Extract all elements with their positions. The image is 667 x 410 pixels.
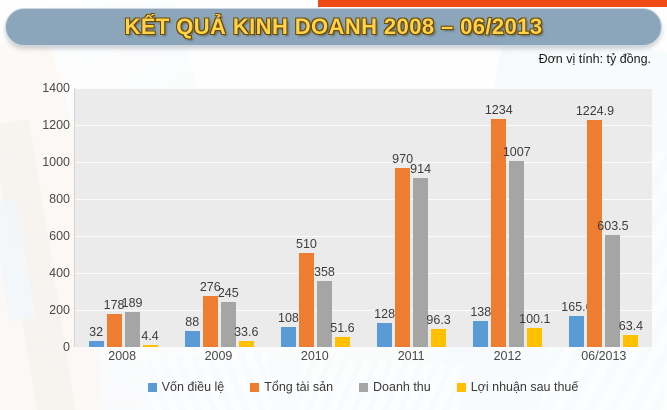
x-axis: 2008 2009 2010 2011 2012 06/2013 [74, 349, 652, 369]
bar-group: 32 178 189 4.4 [75, 88, 171, 347]
bar-value-label: 276 [199, 279, 221, 294]
bar-group: 128 970 914 96.3 [364, 88, 460, 347]
bar[interactable]: 128 [374, 307, 395, 347]
gridline [75, 310, 652, 311]
bar-chart: 0 200 400 600 800 1000 1200 1400 32 178 189 4.4 88 2… [0, 70, 667, 410]
bar[interactable]: 914 [410, 162, 431, 347]
bar-value-label: 1007 [502, 144, 531, 159]
bar-value-label: 4.4 [141, 329, 159, 343]
y-axis-tick: 1400 [42, 81, 70, 95]
bar-value-label: 138 [470, 305, 492, 320]
bar[interactable]: 1007 [503, 145, 531, 347]
bar-value-label: 33.6 [234, 324, 259, 339]
bar[interactable]: 178 [104, 298, 125, 347]
bar-group: 108 510 358 51.6 [267, 88, 363, 347]
bar-value-label: 108 [277, 311, 299, 326]
x-axis-label: 2011 [397, 349, 425, 363]
legend-item[interactable]: Lợi nhuận sau thuế [456, 380, 579, 394]
bar[interactable]: 51.6 [330, 321, 355, 347]
legend-item[interactable]: Tổng tài sản [250, 380, 333, 394]
bar[interactable]: 970 [392, 152, 413, 347]
bar-value-label: 165.6 [561, 300, 593, 315]
bar-group: 88 276 245 33.6 [171, 88, 267, 347]
y-axis-tick: 1200 [42, 118, 70, 132]
gridline [75, 236, 652, 237]
bar-value-label: 96.3 [426, 313, 451, 328]
chart-legend: Vốn điều lệ Tổng tài sản Doanh thu Lợi nhuậ… [74, 375, 652, 399]
y-axis-tick: 200 [49, 303, 70, 317]
x-axis-label: 06/2013 [581, 349, 627, 363]
unit-note: Đơn vị tính: tỷ đồng. [538, 52, 651, 66]
bar[interactable]: 32 [88, 325, 104, 347]
bar-value-label: 603.5 [597, 219, 629, 234]
bar[interactable]: 1234 [485, 103, 513, 347]
x-axis-label: 2010 [300, 349, 329, 363]
bar[interactable]: 96.3 [426, 313, 451, 347]
title-banner: KẾT QUẢ KINH DOANH 2008 – 06/2013 [5, 8, 662, 46]
bar-value-label: 178 [103, 298, 125, 313]
bar[interactable]: 63.4 [619, 319, 643, 347]
legend-swatch-icon [250, 382, 260, 392]
gridline [75, 347, 652, 348]
legend-item[interactable]: Vốn điều lệ [147, 380, 225, 394]
bar[interactable]: 510 [296, 237, 317, 347]
legend-swatch-icon [456, 382, 466, 392]
legend-swatch-icon [359, 382, 369, 392]
y-axis-tick: 800 [49, 192, 70, 206]
bar[interactable]: 358 [314, 265, 335, 347]
y-axis-tick: 0 [63, 340, 70, 354]
bar[interactable]: 108 [278, 311, 299, 347]
x-axis-label: 2009 [204, 349, 233, 363]
bar[interactable]: 165.6 [561, 300, 593, 347]
gridline [75, 88, 652, 89]
plot-area: 32 178 189 4.4 88 276 245 33.6 108 510 358 51.6 128 9… [74, 88, 652, 348]
bar-value-label: 245 [217, 285, 239, 300]
bar[interactable]: 276 [200, 280, 221, 347]
bar[interactable]: 189 [122, 296, 143, 347]
bar-value-label: 63.4 [618, 319, 644, 334]
gridline [75, 273, 652, 274]
x-axis-label: 2012 [493, 349, 522, 363]
y-axis-tick: 400 [49, 266, 70, 280]
gridline [75, 199, 652, 200]
bar-groups: 32 178 189 4.4 88 276 245 33.6 108 510 358 51.6 128 9… [75, 88, 652, 347]
bar-group: 138 1234 1007 100.1 [460, 88, 556, 347]
top-accent-bar [318, 0, 667, 7]
legend-label: Tổng tài sản [264, 380, 334, 394]
page-title: KẾT QUẢ KINH DOANH 2008 – 06/2013 [124, 14, 543, 39]
y-axis-tick: 600 [49, 229, 70, 243]
bar-value-label: 189 [121, 296, 143, 311]
bar[interactable]: 603.5 [597, 219, 629, 347]
bar[interactable]: 88 [184, 315, 200, 347]
bar[interactable]: 33.6 [234, 325, 258, 347]
y-axis-tick: 1000 [42, 155, 70, 169]
legend-swatch-icon [147, 382, 157, 392]
x-axis-label: 2008 [108, 349, 137, 363]
gridline [75, 162, 652, 163]
bar-value-label: 100.1 [519, 312, 551, 327]
bar-value-label: 51.6 [330, 321, 355, 336]
bar-value-label: 128 [374, 307, 396, 322]
legend-label: Lợi nhuận sau thuế [470, 380, 579, 394]
bar[interactable]: 138 [470, 305, 491, 347]
bar-value-label: 914 [410, 161, 432, 176]
bar-value-label: 970 [392, 151, 414, 166]
legend-label: Vốn điều lệ [161, 380, 225, 394]
legend-label: Doanh thu [373, 380, 431, 394]
gridline [75, 125, 652, 126]
bar[interactable]: 4.4 [141, 329, 159, 347]
y-axis: 0 200 400 600 800 1000 1200 1400 [14, 81, 70, 354]
legend-item[interactable]: Doanh thu [359, 380, 431, 394]
bar[interactable]: 245 [218, 286, 239, 347]
bar-value-label: 32 [89, 325, 104, 340]
bar-value-label: 358 [313, 264, 335, 279]
bar-value-label: 510 [295, 236, 317, 251]
bar[interactable]: 1224.9 [576, 104, 614, 347]
bar-group: 165.6 1224.9 603.5 63.4 [556, 88, 652, 347]
bar-value-label: 88 [185, 314, 200, 329]
bar[interactable]: 100.1 [519, 312, 550, 347]
bar-value-label: 1224.9 [575, 104, 615, 119]
bar-value-label: 1234 [484, 102, 513, 117]
